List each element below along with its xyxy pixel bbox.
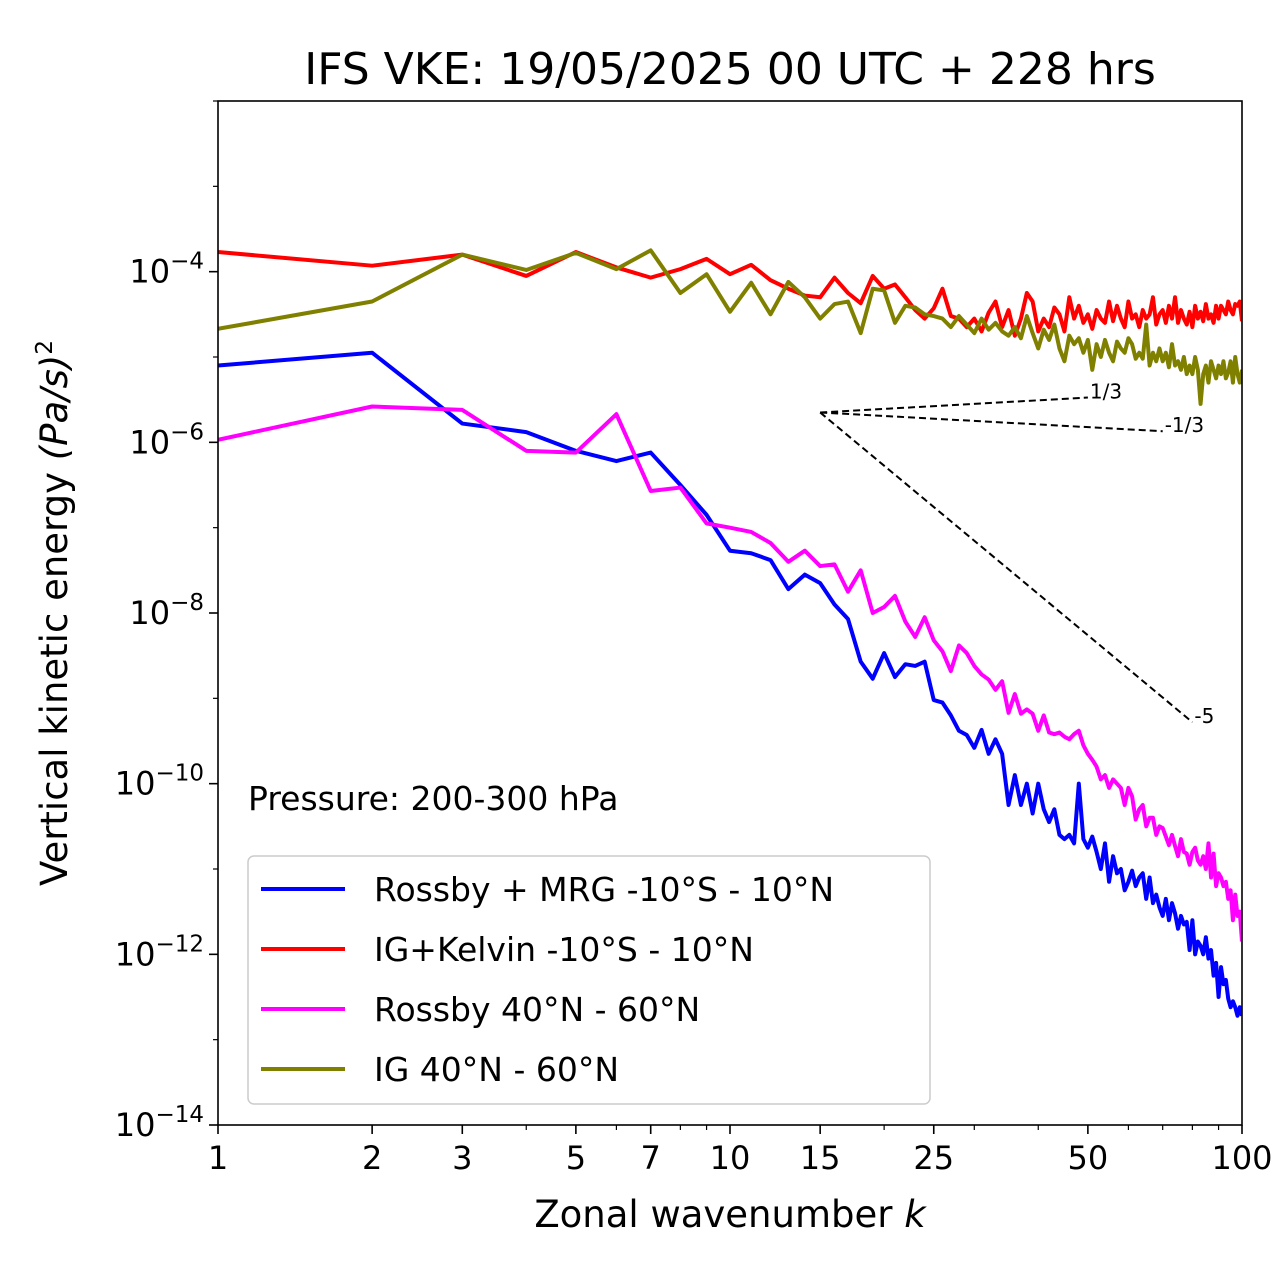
- y-tick-exponent: −6: [170, 419, 204, 445]
- legend-entry-label: Rossby + MRG -10°S - 10°N: [374, 870, 834, 909]
- x-axis: 1 2 3 5 7 10 15 25 50 100: [208, 1125, 1273, 1177]
- y-tick-exponent: −12: [155, 931, 204, 957]
- legend: Rossby + MRG -10°S - 10°N IG+Kelvin -10°S…: [247, 855, 931, 1105]
- series-line-3: [218, 404, 1242, 942]
- x-tick-label: 2: [362, 1139, 382, 1177]
- reference-line-2: [820, 411, 1163, 433]
- y-tick-label: 10−12: [115, 931, 204, 973]
- x-axis-label-text: Zonal wavenumber: [534, 1193, 893, 1236]
- y-tick-exponent: −8: [170, 590, 204, 616]
- legend-box: [247, 855, 931, 1105]
- x-tick-label: 25: [913, 1139, 954, 1177]
- y-tick-label: 10−6: [129, 419, 204, 461]
- y-axis-label-text: Vertical kinetic energy: [33, 472, 76, 886]
- x-tick-label: 15: [800, 1139, 841, 1177]
- series-layer: [218, 248, 1242, 1018]
- y-tick-base: 10: [115, 765, 156, 803]
- y-tick-base: 10: [115, 935, 156, 973]
- y-axis-label: Vertical kinetic energy (Pa/s)2: [32, 340, 76, 886]
- y-tick-label: 10−8: [129, 590, 204, 632]
- reference-slope-lines: 1/3 -1/3 -5: [819, 380, 1214, 728]
- x-tick-label: 1: [208, 1139, 228, 1177]
- x-tick-label: 7: [641, 1139, 661, 1177]
- series-line-4: [218, 248, 1242, 406]
- y-axis-label-unit: (Pa/s): [33, 355, 76, 461]
- y-tick-exponent: −10: [155, 761, 204, 787]
- reference-line-label: -5: [1194, 704, 1214, 728]
- reference-line-label: 1/3: [1090, 380, 1122, 404]
- y-tick-base: 10: [129, 594, 170, 632]
- series-line-2: [218, 250, 1242, 338]
- legend-entry-label: IG 40°N - 60°N: [374, 1050, 619, 1089]
- x-tick-label: 3: [452, 1139, 472, 1177]
- reference-line-3: [819, 411, 1194, 723]
- series-line-1: [218, 350, 1242, 1018]
- reference-line-1: [820, 396, 1088, 414]
- y-tick-label: 10−4: [129, 249, 204, 291]
- x-tick-label: 10: [710, 1139, 751, 1177]
- chart-title: IFS VKE: 19/05/2025 00 UTC + 228 hrs: [304, 44, 1156, 95]
- pressure-annotation: Pressure: 200-300 hPa: [248, 779, 618, 818]
- y-tick-label: 10−14: [115, 1102, 204, 1144]
- y-tick-exponent: −14: [155, 1102, 204, 1128]
- x-tick-label: 100: [1211, 1139, 1272, 1177]
- y-tick-base: 10: [115, 1106, 156, 1144]
- x-axis-label: Zonal wavenumber k: [534, 1193, 927, 1236]
- x-axis-label-variable: k: [904, 1193, 927, 1236]
- y-tick-label: 10−10: [115, 761, 204, 803]
- legend-entry-label: Rossby 40°N - 60°N: [374, 990, 700, 1029]
- legend-entry-label: IG+Kelvin -10°S - 10°N: [374, 930, 754, 969]
- y-tick-exponent: −4: [170, 249, 204, 275]
- y-axis-label-power: 2: [32, 340, 58, 355]
- x-tick-label: 50: [1068, 1139, 1109, 1177]
- x-tick-label: 5: [566, 1139, 586, 1177]
- y-tick-base: 10: [129, 253, 170, 291]
- reference-line-label: -1/3: [1165, 413, 1204, 437]
- y-tick-base: 10: [129, 423, 170, 461]
